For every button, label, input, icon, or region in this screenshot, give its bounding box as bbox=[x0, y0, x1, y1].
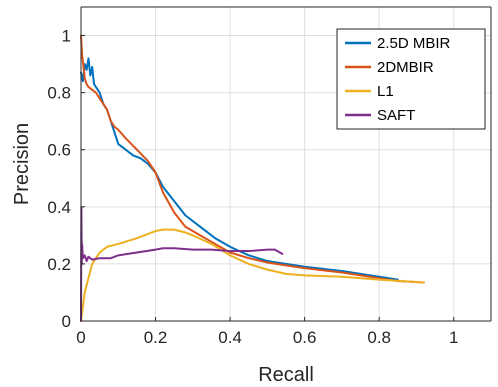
y-tick-label: 0.2 bbox=[47, 255, 71, 274]
axes bbox=[80, 6, 492, 322]
legend: 2.5D MBIR 2DMBIR L1 SAFT bbox=[336, 28, 486, 130]
series-layer bbox=[80, 34, 425, 322]
legend-label-0: 2.5D MBIR bbox=[377, 35, 451, 52]
x-tick-label: 0.2 bbox=[144, 328, 168, 347]
legend-label-1: 2DMBIR bbox=[377, 59, 434, 76]
y-tick-label: 0.8 bbox=[47, 84, 71, 103]
series-line-1 bbox=[80, 34, 425, 284]
y-tick-label: 0.4 bbox=[47, 198, 71, 217]
series-line-3 bbox=[80, 205, 284, 322]
x-tick-label: 1 bbox=[449, 328, 458, 347]
x-tick-label: 0.8 bbox=[367, 328, 391, 347]
series-line-2 bbox=[80, 228, 425, 322]
legend-label-3: SAFT bbox=[377, 107, 415, 124]
y-tick-label: 0 bbox=[62, 312, 71, 331]
tick-labels: 0 0.2 0.4 0.6 0.8 1 0 0.2 0.4 0.6 0.8 1 bbox=[47, 27, 458, 347]
x-tick-label: 0 bbox=[76, 328, 85, 347]
y-tick-label: 1 bbox=[62, 27, 71, 46]
legend-box bbox=[336, 28, 486, 130]
x-tick-label: 0.4 bbox=[218, 328, 242, 347]
x-axis-label: Recall bbox=[258, 364, 314, 386]
legend-label-2: L1 bbox=[377, 83, 394, 100]
y-tick-label: 0.6 bbox=[47, 141, 71, 160]
series-line-0 bbox=[80, 57, 399, 281]
x-tick-label: 0.6 bbox=[293, 328, 317, 347]
y-axis-label: Precision bbox=[11, 123, 33, 205]
